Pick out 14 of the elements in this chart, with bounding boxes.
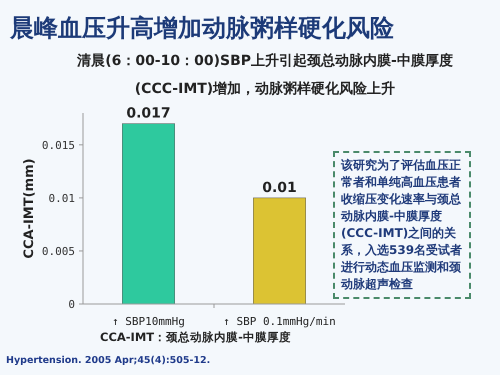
y-tick-label: 0.01 (48, 192, 75, 205)
x-tick-label: ↑ SBP10mmHg (112, 315, 185, 328)
y-tick-label: 0.015 (42, 138, 75, 152)
x-tick-label: ↑ SBP 0.1mmHg/min (223, 315, 336, 328)
text: CCA-IMT：颈总动脉内膜-中膜厚度 (100, 330, 291, 345)
chart-subtitle: 清晨(6：00-10：00)SBP上升引起颈总动脉内膜-中膜厚度(CCC-IMT)增加，动脉粥样硬化风险上升 (76, 52, 454, 99)
annotation: 该研究为了评估血压正常者和单纯高血压患者收缩压变化速率与颈总动脉内膜-中膜厚度(CCC-IMT)之间的关系，入选539名受试者进行动态血压监测和颈动脉超声检查 (333, 151, 471, 299)
data-label: 0.01 (262, 180, 297, 196)
y-tick-label: 0 (68, 298, 75, 311)
data-label: 0.017 (126, 106, 171, 122)
y-tick-label: 0.005 (42, 244, 75, 258)
y-axis-title: CCA-IMT(mm) (22, 158, 37, 259)
text: Hypertension. 2005 Apr;45(4):505-12. (6, 355, 210, 366)
chart-title: 晨峰血压升高增加动脉粥样硬化风险 (10, 13, 394, 44)
